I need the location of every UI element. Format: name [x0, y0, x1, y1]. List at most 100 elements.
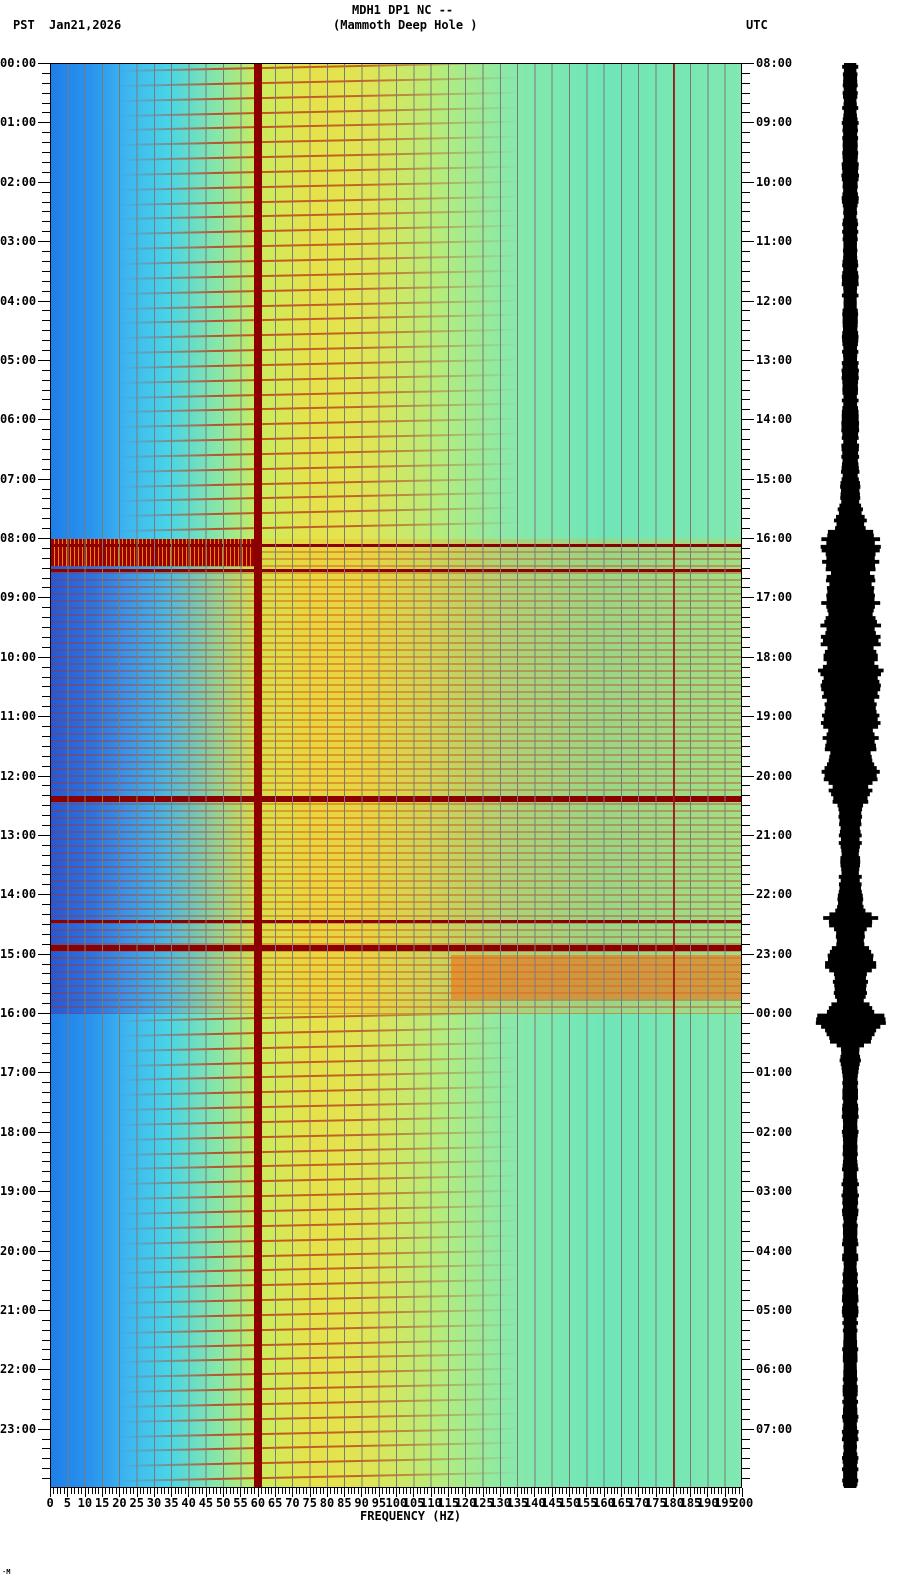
freq-tick — [94, 1488, 96, 1494]
freq-tick — [541, 1488, 543, 1494]
freq-tick — [84, 1488, 86, 1497]
freq-tick — [562, 1488, 564, 1494]
right-tick — [742, 735, 750, 737]
spectrogram-plot — [50, 63, 742, 1488]
freq-tick — [607, 1488, 609, 1494]
freq-tick-label: 150 — [558, 1496, 581, 1510]
freq-tick — [655, 1488, 657, 1497]
freq-tick-label: 30 — [146, 1496, 162, 1510]
freq-tick — [226, 1488, 228, 1494]
freq-tick — [485, 1488, 487, 1494]
freq-tick — [558, 1488, 560, 1494]
freq-tick-label: 170 — [627, 1496, 650, 1510]
left-hour-label: 16:00 — [0, 1006, 37, 1020]
freq-tick — [267, 1488, 269, 1494]
left-tick — [42, 340, 50, 342]
right-timezone-label: UTC — [746, 18, 768, 32]
left-hour-label: 12:00 — [0, 768, 37, 783]
freq-tick-label: 90 — [354, 1496, 369, 1510]
freq-tick — [582, 1488, 584, 1494]
right-tick — [742, 983, 750, 985]
left-tick — [42, 211, 50, 213]
left-tick — [42, 923, 50, 925]
left-tick — [38, 419, 50, 421]
freq-tick — [299, 1488, 301, 1494]
right-tick — [742, 409, 750, 411]
freq-tick — [520, 1488, 522, 1494]
freq-tick — [565, 1488, 567, 1494]
freq-tick — [98, 1488, 100, 1494]
freq-tick — [157, 1488, 159, 1494]
left-tick — [42, 379, 50, 381]
freq-tick — [133, 1488, 135, 1494]
right-tick — [742, 686, 750, 688]
right-tick — [742, 1280, 750, 1282]
right-tick — [742, 359, 754, 361]
left-tick — [42, 706, 50, 708]
freq-tick — [382, 1488, 384, 1494]
right-hour-label: 00:00 — [756, 1006, 793, 1020]
freq-tick — [160, 1488, 162, 1494]
freq-tick-label: 160 — [593, 1496, 615, 1510]
freq-tick — [292, 1488, 294, 1497]
left-tick — [42, 587, 50, 589]
left-tick — [42, 676, 50, 678]
right-tick — [742, 1102, 750, 1104]
left-tick — [38, 300, 50, 302]
right-hour-label: 13:00 — [756, 352, 793, 367]
right-tick — [742, 844, 750, 846]
freq-tick-label: 25 — [129, 1496, 144, 1510]
freq-tick-label: 20 — [112, 1496, 127, 1510]
right-tick — [742, 716, 754, 718]
freq-tick — [150, 1488, 152, 1494]
left-tick — [42, 1022, 50, 1024]
right-tick — [742, 508, 750, 510]
left-tick — [42, 102, 50, 104]
right-tick — [742, 1032, 750, 1034]
left-tick — [42, 933, 50, 935]
frequency-grid — [51, 64, 741, 1487]
left-tick — [42, 755, 50, 757]
left-tick — [42, 508, 50, 510]
freq-tick — [257, 1488, 259, 1497]
right-tick — [742, 834, 754, 836]
freq-tick — [333, 1488, 335, 1494]
right-tick — [742, 815, 750, 817]
freq-tick — [261, 1488, 263, 1494]
left-tick — [38, 1309, 50, 1311]
freq-tick-label: 10 — [77, 1496, 93, 1510]
left-tick — [42, 82, 50, 84]
left-tick — [42, 201, 50, 203]
freq-tick — [271, 1488, 273, 1494]
left-tick — [42, 1141, 50, 1143]
left-tick — [42, 1438, 50, 1440]
right-tick — [742, 1240, 750, 1242]
site-title: (Mammoth Deep Hole ) — [333, 18, 478, 32]
freq-tick — [389, 1488, 391, 1494]
freq-tick — [662, 1488, 664, 1494]
right-hour-label: 04:00 — [756, 1243, 793, 1258]
right-tick — [742, 557, 750, 559]
freq-tick — [648, 1488, 650, 1494]
left-tick — [42, 824, 50, 826]
left-tick — [42, 1121, 50, 1123]
right-tick — [742, 379, 750, 381]
left-tick — [42, 815, 50, 817]
line-180hz — [673, 64, 675, 1487]
freq-tick — [631, 1488, 633, 1494]
left-tick — [42, 1448, 50, 1450]
freq-tick — [700, 1488, 702, 1494]
freq-tick — [645, 1488, 647, 1494]
freq-tick — [136, 1488, 138, 1497]
left-tick — [42, 1062, 50, 1064]
right-hour-label: 17:00 — [756, 590, 793, 605]
freq-tick — [396, 1488, 397, 1497]
freq-tick — [530, 1488, 532, 1494]
right-tick — [742, 577, 750, 579]
freq-tick — [126, 1488, 128, 1494]
right-tick — [742, 142, 750, 144]
left-tick — [42, 735, 50, 737]
freq-tick — [742, 1488, 743, 1497]
freq-tick — [593, 1488, 595, 1494]
freq-tick — [409, 1488, 411, 1494]
